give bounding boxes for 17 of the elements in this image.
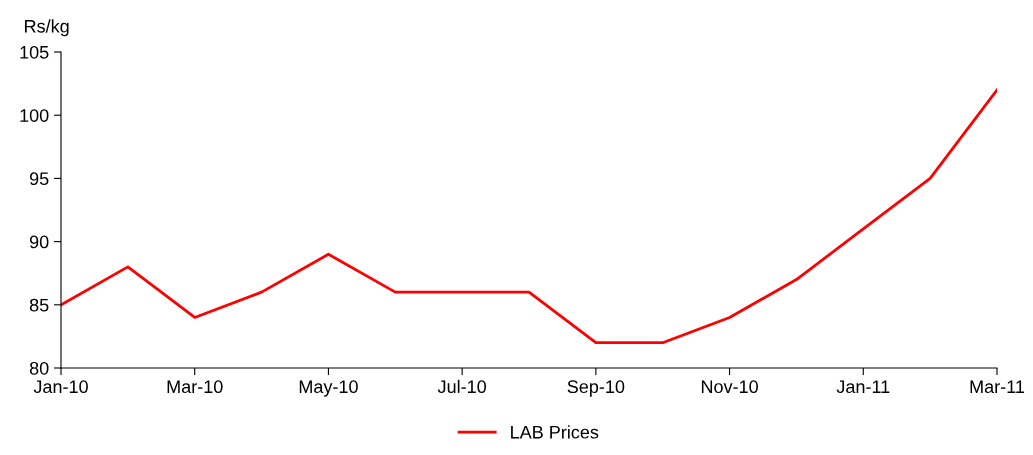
legend-label: LAB Prices bbox=[511, 425, 599, 439]
y-tick-label: 100 bbox=[20, 109, 49, 122]
x-tick-label: Jan-11 bbox=[836, 380, 890, 394]
y-tick-label: 80 bbox=[29, 361, 49, 375]
x-tick-label: Jul-10 bbox=[437, 379, 487, 394]
x-tick-label: Sep-10 bbox=[567, 380, 625, 397]
x-tick-label: Nov-10 bbox=[701, 380, 758, 394]
x-tick-label: Jan-10 bbox=[33, 380, 88, 394]
line-series bbox=[61, 88, 997, 345]
x-tick-label: Mar-10 bbox=[167, 380, 223, 394]
y-tick-label: 85 bbox=[29, 298, 49, 312]
y-tick-label: 95 bbox=[29, 172, 49, 186]
y-tick-label: 105 bbox=[20, 45, 49, 59]
x-tick-label: Mar-11 bbox=[970, 380, 1025, 394]
x-tick-label: May-10 bbox=[299, 380, 358, 397]
y-tick-label: 90 bbox=[29, 235, 49, 249]
y-axis-title: Rs/kg bbox=[25, 19, 69, 37]
